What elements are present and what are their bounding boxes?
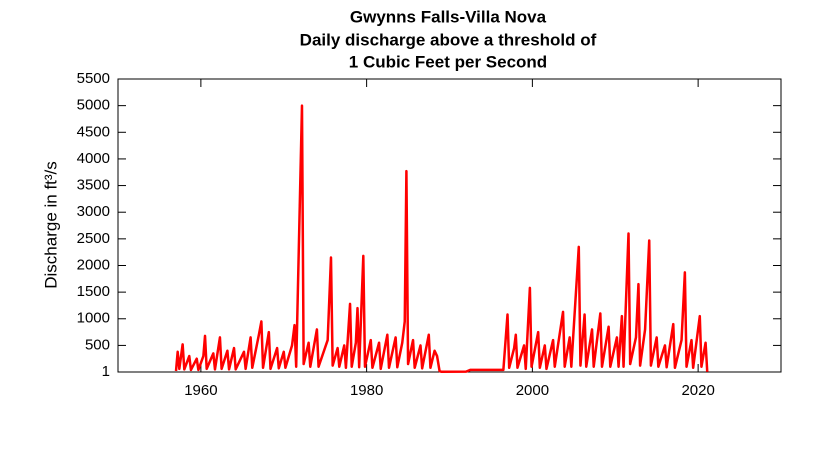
y-tick-label: 1 [102,363,110,380]
y-tick-label: 1000 [77,310,110,327]
y-tick-label: 3000 [77,203,110,220]
y-tick-label: 2500 [77,230,110,247]
y-tick-label: 5000 [77,97,110,114]
y-tick-label: 1500 [77,283,110,300]
chart-title: Gwynns Falls-Villa Nova [350,7,547,26]
y-axis-label: Discharge in ft³/s [41,161,60,289]
chart-title: Daily discharge above a threshold of [300,30,597,49]
y-tick-label: 2000 [77,256,110,273]
chart-title: 1 Cubic Feet per Second [349,52,547,71]
x-tick-label: 1960 [184,382,217,399]
y-tick-label: 4000 [77,150,110,167]
x-tick-label: 2020 [681,382,714,399]
x-tick-label: 1980 [350,382,383,399]
x-tick-label: 2000 [516,382,549,399]
y-tick-label: 5500 [77,70,110,87]
y-tick-label: 500 [85,336,110,353]
y-tick-label: 3500 [77,177,110,194]
data-line [174,104,709,374]
y-tick-label: 4500 [77,123,110,140]
